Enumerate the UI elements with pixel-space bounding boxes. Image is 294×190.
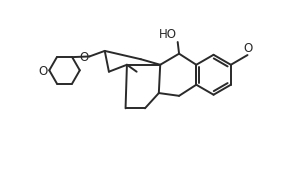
- Text: O: O: [243, 42, 253, 55]
- Text: HO: HO: [159, 28, 177, 41]
- Text: O: O: [39, 65, 48, 78]
- Text: O: O: [79, 51, 89, 63]
